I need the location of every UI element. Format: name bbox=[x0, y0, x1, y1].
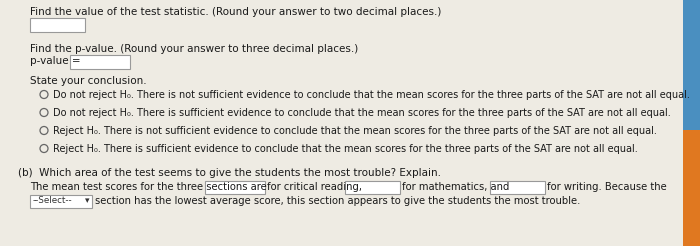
Bar bbox=[683, 0, 700, 130]
Text: Find the p-value. (Round your answer to three decimal places.): Find the p-value. (Round your answer to … bbox=[30, 44, 358, 54]
Text: State your conclusion.: State your conclusion. bbox=[30, 76, 146, 86]
Text: Reject H₀. There is not sufficient evidence to conclude that the mean scores for: Reject H₀. There is not sufficient evide… bbox=[53, 126, 657, 136]
FancyBboxPatch shape bbox=[70, 55, 130, 69]
FancyBboxPatch shape bbox=[490, 181, 545, 194]
Text: ▾: ▾ bbox=[85, 196, 90, 205]
Text: The mean test scores for the three sections are: The mean test scores for the three secti… bbox=[30, 182, 267, 192]
Text: for critical reading,: for critical reading, bbox=[267, 182, 362, 192]
Text: --Select--: --Select-- bbox=[33, 196, 73, 205]
Text: Find the value of the test statistic. (Round your answer to two decimal places.): Find the value of the test statistic. (R… bbox=[30, 7, 442, 17]
Text: for mathematics, and: for mathematics, and bbox=[402, 182, 510, 192]
Text: Do not reject H₀. There is sufficient evidence to conclude that the mean scores : Do not reject H₀. There is sufficient ev… bbox=[53, 108, 671, 118]
Text: Reject H₀. There is sufficient evidence to conclude that the mean scores for the: Reject H₀. There is sufficient evidence … bbox=[53, 144, 638, 154]
FancyBboxPatch shape bbox=[30, 18, 85, 32]
Text: p-value =: p-value = bbox=[30, 56, 84, 66]
Text: for writing. Because the: for writing. Because the bbox=[547, 182, 666, 192]
Text: section has the lowest average score, this section appears to give the students : section has the lowest average score, th… bbox=[95, 196, 580, 206]
FancyBboxPatch shape bbox=[30, 195, 92, 208]
FancyBboxPatch shape bbox=[205, 181, 265, 194]
Text: Do not reject H₀. There is not sufficient evidence to conclude that the mean sco: Do not reject H₀. There is not sufficien… bbox=[53, 90, 690, 100]
FancyBboxPatch shape bbox=[345, 181, 400, 194]
Bar bbox=[683, 130, 700, 246]
Text: (b)  Which area of the test seems to give the students the most trouble? Explain: (b) Which area of the test seems to give… bbox=[18, 168, 441, 178]
